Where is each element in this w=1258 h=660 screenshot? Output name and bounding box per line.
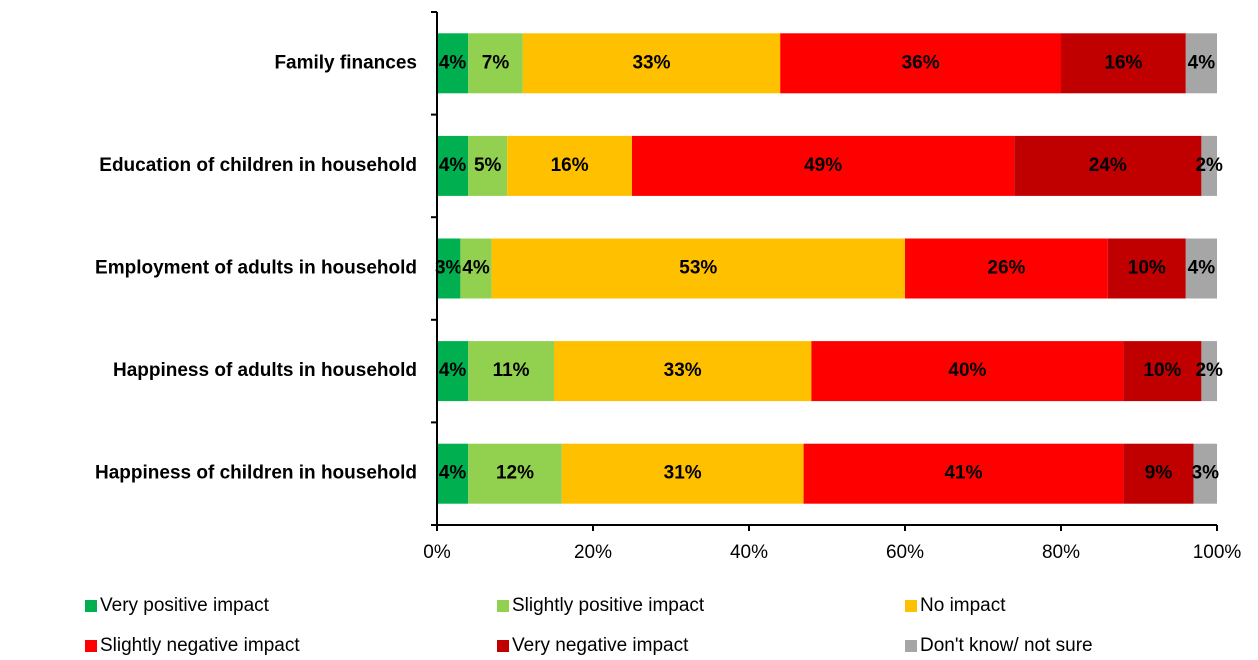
x-tick-label: 20% xyxy=(574,542,612,563)
legend-swatch xyxy=(85,600,97,612)
bar-segment xyxy=(468,443,562,504)
x-tick-label: 60% xyxy=(886,542,924,563)
data-label: 11% xyxy=(493,360,530,381)
bar-segment xyxy=(1185,238,1217,299)
data-label: 31% xyxy=(664,463,702,484)
legend-label: Slightly negative impact xyxy=(100,635,300,656)
data-label: 2% xyxy=(1195,155,1223,176)
bar-segment xyxy=(437,341,469,402)
bar-segment xyxy=(905,238,1108,299)
bar-segment xyxy=(522,33,781,94)
bar-segment xyxy=(468,341,554,402)
data-label: 12% xyxy=(496,463,534,484)
data-label: 41% xyxy=(944,463,982,484)
data-label: 24% xyxy=(1089,155,1127,176)
bar-segment xyxy=(460,238,492,299)
data-label: 3% xyxy=(435,258,463,279)
category-label: Employment of adults in household xyxy=(95,258,417,279)
bar-segment xyxy=(491,238,905,299)
category-label: Happiness of children in household xyxy=(95,463,417,484)
bar-segment xyxy=(811,341,1124,402)
bar-segment xyxy=(1123,341,1202,402)
data-label: 16% xyxy=(1104,52,1142,73)
data-label: 5% xyxy=(474,155,502,176)
data-label: 4% xyxy=(1188,258,1216,279)
data-label: 4% xyxy=(439,52,467,73)
bar-segment xyxy=(561,443,804,504)
data-label: 33% xyxy=(632,52,670,73)
legend-swatch xyxy=(85,640,97,652)
bar-segment xyxy=(437,135,469,196)
category-label: Family finances xyxy=(274,52,417,73)
bar-segment xyxy=(1201,135,1217,196)
bar-segment xyxy=(1193,443,1217,504)
bar-segment xyxy=(803,443,1124,504)
legend-label: Very negative impact xyxy=(512,635,689,656)
bar-segment xyxy=(468,135,508,196)
data-label: 9% xyxy=(1145,463,1173,484)
bar-segment xyxy=(437,33,469,94)
data-label: 53% xyxy=(679,258,717,279)
bar-segment xyxy=(1123,443,1194,504)
category-label: Happiness of adults in household xyxy=(113,360,417,381)
data-label: 49% xyxy=(804,155,842,176)
legend-label: Very positive impact xyxy=(100,595,270,616)
legend-swatch xyxy=(905,600,917,612)
x-tick-label: 80% xyxy=(1042,542,1080,563)
x-tick-label: 40% xyxy=(730,542,768,563)
bar-segment xyxy=(507,135,632,196)
legend-swatch xyxy=(905,640,917,652)
legend-label: Don't know/ not sure xyxy=(920,635,1093,656)
data-label: 16% xyxy=(551,155,589,176)
bar-segment xyxy=(1201,341,1217,402)
data-label: 26% xyxy=(987,258,1025,279)
bar-segment xyxy=(1061,33,1186,94)
x-tick-label: 100% xyxy=(1193,542,1242,563)
bar-segment xyxy=(554,341,812,402)
bar-segment xyxy=(437,238,461,299)
legend-label: No impact xyxy=(920,595,1006,616)
data-label: 2% xyxy=(1195,360,1223,381)
data-label: 10% xyxy=(1128,258,1166,279)
legend-swatch xyxy=(497,600,509,612)
data-label: 4% xyxy=(439,463,467,484)
data-label: 3% xyxy=(1192,463,1220,484)
category-label: Education of children in household xyxy=(99,155,417,176)
data-label: 40% xyxy=(948,360,986,381)
data-label: 4% xyxy=(439,360,467,381)
bar-segment xyxy=(437,443,469,504)
data-label: 36% xyxy=(902,52,940,73)
bar-segment xyxy=(632,135,1015,196)
data-label: 33% xyxy=(664,360,702,381)
data-label: 7% xyxy=(482,52,510,73)
data-label: 4% xyxy=(1188,52,1216,73)
bar-segment xyxy=(1185,33,1217,94)
legend-swatch xyxy=(497,640,509,652)
x-tick-label: 0% xyxy=(423,542,451,563)
bar-segment xyxy=(1014,135,1202,196)
data-label: 10% xyxy=(1143,360,1181,381)
bar-segment xyxy=(468,33,523,94)
data-label: 4% xyxy=(439,155,467,176)
data-label: 4% xyxy=(462,258,490,279)
bar-segment xyxy=(780,33,1061,94)
legend-label: Slightly positive impact xyxy=(512,595,705,616)
bar-segment xyxy=(1107,238,1186,299)
